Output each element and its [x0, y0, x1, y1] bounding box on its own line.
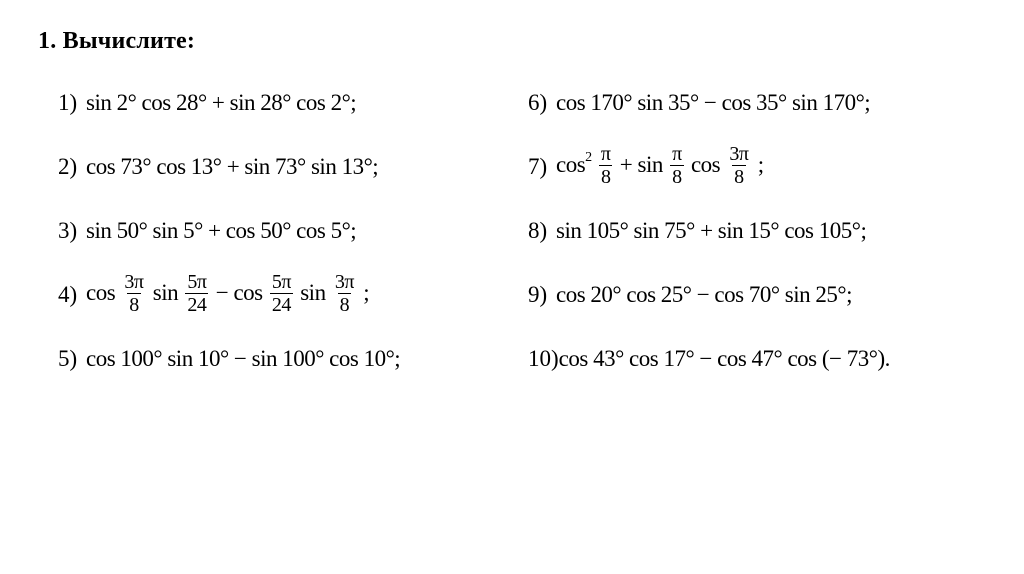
item-expression: cos 20° cos 25° − cos 70° sin 25°; — [556, 283, 852, 306]
item-expression: cos 170° sin 35° − cos 35° sin 170°; — [556, 91, 870, 114]
item-index: 8) — [528, 219, 556, 242]
item-index: 3) — [58, 219, 86, 242]
heading-number: 1. — [38, 28, 56, 54]
exercise-item: 5) cos 100° sin 10° − sin 100° cos 10°; — [58, 331, 488, 385]
item-expression: sin 50° sin 5° + cos 50° cos 5°; — [86, 219, 356, 242]
item-index: 2) — [58, 155, 86, 178]
item-index: 4) — [58, 283, 86, 306]
exercise-heading: 1. Вычислите: — [38, 28, 986, 55]
item-index: 9) — [528, 283, 556, 306]
item-expression: cos2 π8 + sin π8 cos 3π8 ; — [556, 145, 764, 188]
exercise-item: 8) sin 105° sin 75° + sin 15° cos 105°; — [528, 203, 986, 257]
item-index: 1) — [58, 91, 86, 114]
item-expression: sin 2° cos 28° + sin 28° cos 2°; — [86, 91, 356, 114]
exercise-grid: 1) sin 2° cos 28° + sin 28° cos 2°; 6) c… — [38, 75, 986, 385]
item-index: 10) — [528, 347, 559, 370]
item-expression: cos 43° cos 17° − cos 47° cos (− 73°). — [559, 347, 890, 370]
exercise-item: 1) sin 2° cos 28° + sin 28° cos 2°; — [58, 75, 488, 129]
exercise-item: 4) cos 3π8 sin 5π24 − cos 5π24 sin 3π8 ; — [58, 257, 488, 331]
item-expression: cos 100° sin 10° − sin 100° cos 10°; — [86, 347, 400, 370]
heading-title: Вычислите: — [63, 28, 196, 54]
exercise-item: 7) cos2 π8 + sin π8 cos 3π8 ; — [528, 129, 986, 203]
exercise-item: 2) cos 73° cos 13° + sin 73° sin 13°; — [58, 129, 488, 203]
item-index: 7) — [528, 155, 556, 178]
exercise-item: 9) cos 20° cos 25° − cos 70° sin 25°; — [528, 257, 986, 331]
exercise-item: 6) cos 170° sin 35° − cos 35° sin 170°; — [528, 75, 986, 129]
exercise-item: 10) cos 43° cos 17° − cos 47° cos (− 73°… — [528, 331, 986, 385]
exercise-item: 3) sin 50° sin 5° + cos 50° cos 5°; — [58, 203, 488, 257]
exercise-page: 1. Вычислите: 1) sin 2° cos 28° + sin 28… — [0, 0, 1024, 385]
item-expression: cos 3π8 sin 5π24 − cos 5π24 sin 3π8 ; — [86, 273, 369, 316]
item-index: 5) — [58, 347, 86, 370]
item-index: 6) — [528, 91, 556, 114]
item-expression: cos 73° cos 13° + sin 73° sin 13°; — [86, 155, 378, 178]
item-expression: sin 105° sin 75° + sin 15° cos 105°; — [556, 219, 866, 242]
